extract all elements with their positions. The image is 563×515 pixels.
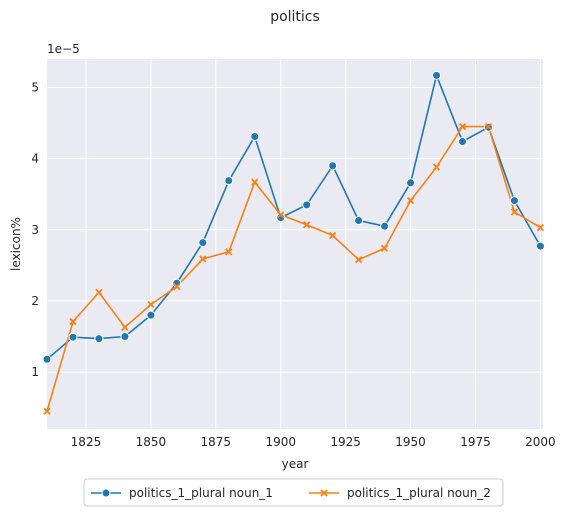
data-point-series-1 [121, 333, 129, 341]
data-point-series-1 [69, 333, 77, 341]
y-tick-label: 3 [31, 223, 39, 237]
data-point-series-1 [458, 138, 466, 146]
legend-swatch-marker [102, 489, 110, 497]
data-point-series-1 [199, 239, 207, 247]
data-point-series-1 [225, 177, 233, 185]
y-tick-labels: 1 2 3 4 5 [31, 80, 39, 379]
legend-label: politics_1_plural noun_2 [347, 486, 491, 500]
x-tick-label: 1975 [460, 435, 491, 449]
y-tick-label: 1 [31, 365, 39, 379]
data-point-series-1 [251, 133, 259, 141]
data-point-series-1 [95, 335, 103, 343]
y-scale-label: 1e−5 [47, 42, 80, 56]
data-point-series-1 [355, 217, 363, 225]
legend: politics_1_plural noun_1 politics_1_plura… [84, 479, 503, 506]
x-tick-labels: 1825 1850 1875 1900 1925 1950 1975 2000 [71, 435, 556, 449]
data-point-series-1 [510, 197, 518, 205]
y-tick-label: 4 [31, 152, 39, 166]
data-point-series-1 [43, 355, 51, 363]
x-tick-label: 1925 [330, 435, 361, 449]
x-tick-label: 1825 [71, 435, 102, 449]
data-point-series-1 [303, 201, 311, 209]
x-tick-label: 2000 [525, 435, 556, 449]
data-point-series-1 [433, 71, 441, 79]
x-tick-label: 1950 [395, 435, 426, 449]
x-tick-label: 1850 [136, 435, 167, 449]
legend-label: politics_1_plural noun_1 [129, 486, 273, 500]
x-axis-label: year [282, 457, 309, 471]
data-point-series-1 [147, 311, 155, 319]
y-tick-label: 2 [31, 294, 39, 308]
plot-area [47, 59, 543, 429]
data-point-series-1 [329, 162, 337, 170]
data-point-series-1 [407, 179, 415, 187]
data-point-series-1 [381, 222, 389, 230]
x-tick-label: 1875 [201, 435, 232, 449]
x-tick-label: 1900 [265, 435, 296, 449]
data-point-series-1 [536, 242, 544, 250]
y-axis-label: lexicon% [9, 217, 23, 271]
chart-title: politics [270, 9, 320, 25]
y-tick-label: 5 [31, 80, 39, 94]
